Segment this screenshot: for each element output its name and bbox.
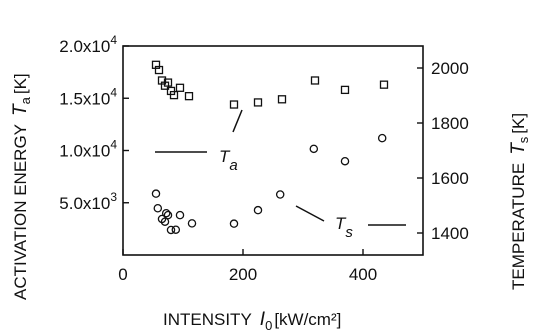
data-point-square xyxy=(169,90,179,100)
data-point-square xyxy=(184,92,194,101)
left-axis-ticks: 5.0x103 1.0x104 1.5x104 2.0x104 xyxy=(59,33,129,213)
x-axis-label: INTENSITY I0 [kW/cm²] xyxy=(163,309,341,332)
left-tick-label: 5.0x103 xyxy=(59,190,117,213)
left-axis-label: ACTIVATION ENERGYTa[K] xyxy=(10,73,33,300)
pointer-line-ta xyxy=(232,109,243,133)
data-point-circle xyxy=(175,210,185,220)
data-point-square xyxy=(229,100,239,109)
data-point-square xyxy=(154,65,164,75)
data-point-circle xyxy=(309,144,319,154)
data-point-square xyxy=(277,95,287,104)
data-point-square xyxy=(310,76,320,85)
right-axis-ticks: 1400 1600 1800 2000 xyxy=(417,59,469,243)
data-point-square xyxy=(379,80,389,89)
data-point-circle xyxy=(161,208,171,218)
data-point-circle xyxy=(153,203,163,213)
data-point-square xyxy=(175,83,185,92)
x-axis-ticks: 0 200 400 xyxy=(118,249,377,284)
right-tick-label: 1400 xyxy=(431,224,469,243)
left-tick-label: 1.0x104 xyxy=(59,138,117,161)
data-point-circle xyxy=(253,205,263,215)
x-tick-label: 400 xyxy=(349,265,377,284)
series-activation-energy xyxy=(151,60,389,109)
data-point-circle xyxy=(187,219,197,228)
series-label-ts: Ts xyxy=(335,214,353,241)
series-temperature xyxy=(151,133,387,235)
pointer-line-ts xyxy=(295,205,325,222)
series-label-ta: Ta xyxy=(219,147,238,174)
data-point-circle xyxy=(377,133,387,143)
data-point-square xyxy=(253,98,263,107)
data-point-circle xyxy=(229,219,239,228)
data-point-circle xyxy=(166,225,176,235)
x-tick-label: 0 xyxy=(118,265,127,284)
data-point-square xyxy=(163,78,173,87)
data-point-circle xyxy=(171,225,181,234)
data-point-circle xyxy=(163,210,173,220)
right-tick-label: 1600 xyxy=(431,169,469,188)
right-tick-label: 1800 xyxy=(431,114,469,133)
data-point-circle xyxy=(275,190,285,199)
left-tick-label: 2.0x104 xyxy=(59,33,117,56)
x-tick-label: 200 xyxy=(229,265,257,284)
right-axis-label: TEMPERATURETs[K] xyxy=(508,113,531,290)
right-tick-label: 2000 xyxy=(431,59,469,78)
data-point-circle xyxy=(151,189,161,198)
left-tick-label: 1.5x104 xyxy=(59,85,117,108)
data-point-square xyxy=(340,85,350,95)
data-point-circle xyxy=(340,156,350,166)
